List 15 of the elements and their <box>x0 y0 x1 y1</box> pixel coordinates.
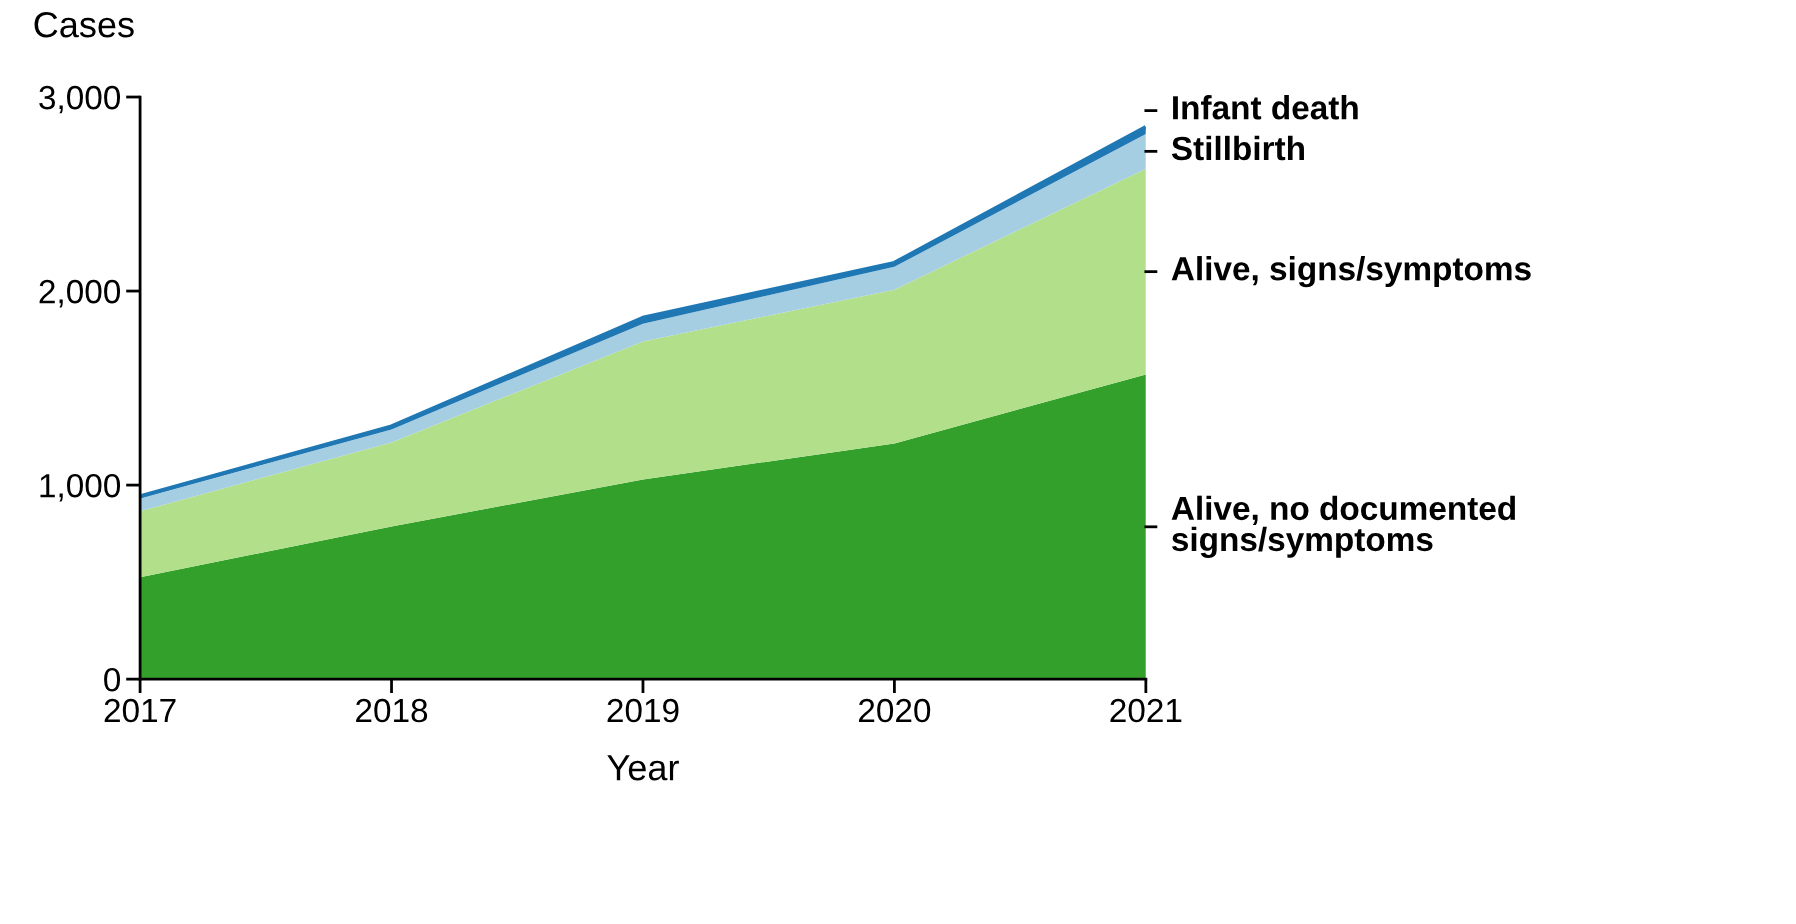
series-label: Alive, signs/symptoms <box>1171 256 1531 288</box>
y-tick-label: 0 <box>104 667 121 692</box>
y-axis-title: Cases <box>34 11 134 38</box>
x-axis-title: Year <box>607 755 679 781</box>
x-tick-label: 2021 <box>1110 698 1182 723</box>
x-tick-label: 2020 <box>859 698 931 723</box>
x-tick-label: 2017 <box>104 698 176 723</box>
x-tick-label: 2019 <box>607 698 679 723</box>
x-tick-label: 2018 <box>356 698 428 723</box>
series-label: Stillbirth <box>1171 135 1304 161</box>
series-label: Alive, no documented signs/symptoms <box>1171 495 1515 558</box>
series-label: Infant death <box>1173 95 1358 120</box>
y-tick-label: 1,000 <box>40 473 121 502</box>
y-tick-label: 3,000 <box>39 85 121 114</box>
y-tick-label: 2,000 <box>39 279 121 308</box>
